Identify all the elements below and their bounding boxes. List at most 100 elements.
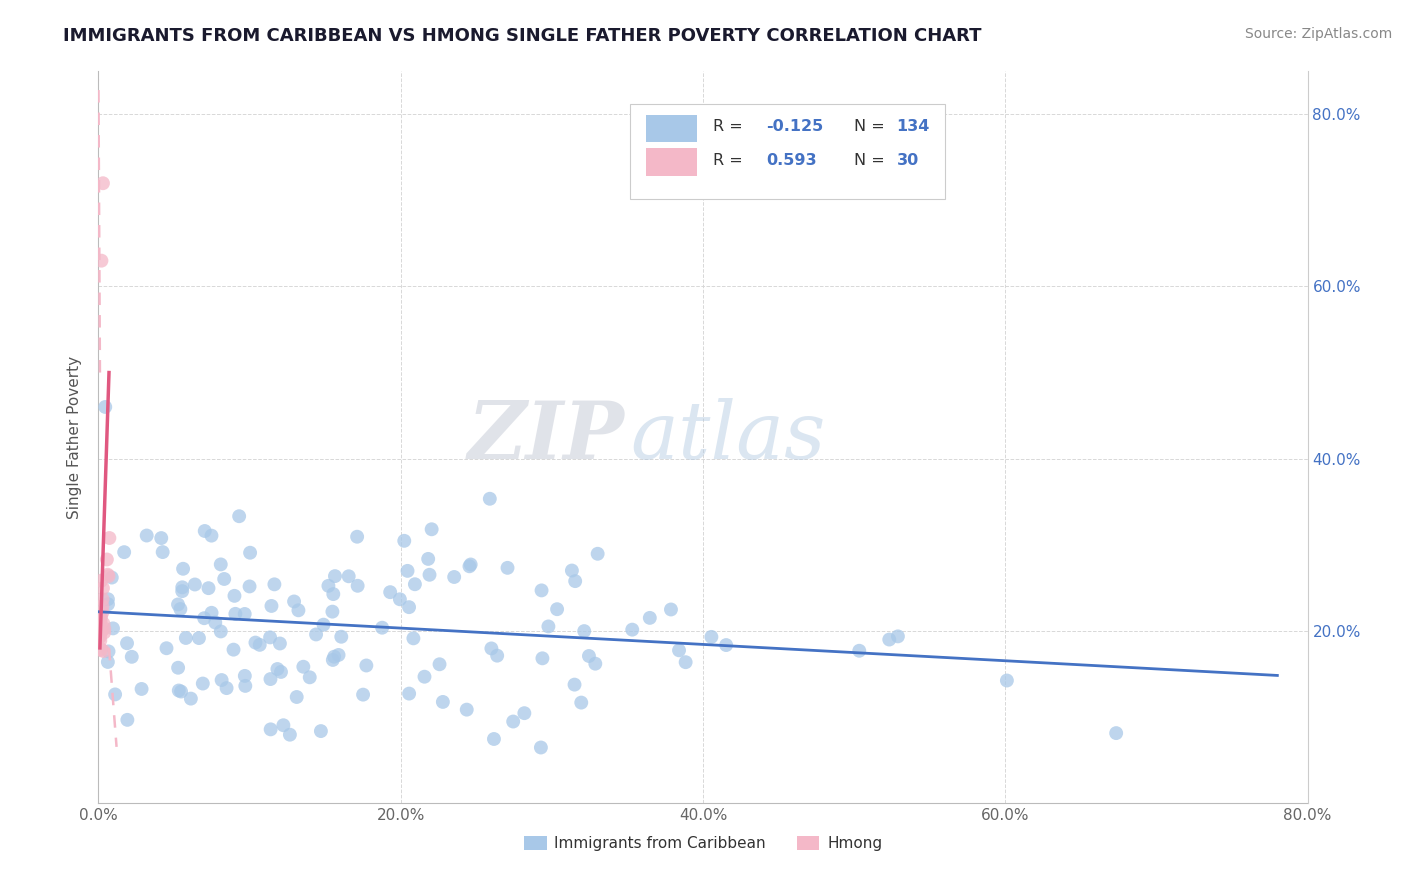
FancyBboxPatch shape [630, 104, 945, 200]
Point [89, 629, 111, 643]
Point [222, 642, 245, 657]
Point [273, 718, 295, 732]
Point [312, 617, 335, 632]
Point [90, 624, 112, 639]
Point [215, 681, 238, 695]
Point [309, 724, 332, 739]
Point [887, 629, 910, 643]
Point [337, 569, 360, 583]
Point [90, 624, 112, 639]
Point [155, 641, 177, 656]
Point [537, 619, 560, 633]
Point [714, 638, 737, 652]
Point [96, 552, 118, 566]
Point [167, 598, 190, 612]
Point [170, 684, 193, 698]
Point [583, 657, 606, 671]
Point [269, 636, 291, 650]
FancyBboxPatch shape [647, 148, 697, 176]
Point [346, 579, 368, 593]
Point [90, 642, 112, 657]
Point [89, 609, 111, 624]
Point [174, 631, 197, 645]
Point [204, 615, 226, 630]
Text: atlas: atlas [630, 399, 825, 475]
Point [413, 670, 436, 684]
Point [478, 491, 501, 506]
Point [432, 695, 454, 709]
Point [89, 633, 111, 648]
Point [91, 605, 114, 619]
Point [259, 672, 281, 686]
Point [278, 728, 301, 742]
Point [89, 630, 111, 644]
Point [318, 579, 340, 593]
Point [352, 688, 374, 702]
Point [321, 605, 343, 619]
Point [172, 584, 194, 599]
Point [121, 649, 143, 664]
Point [404, 577, 426, 591]
Point [322, 653, 344, 667]
Point [200, 606, 222, 620]
Point [104, 687, 127, 701]
Point [167, 683, 190, 698]
Point [394, 533, 416, 548]
Point [531, 651, 554, 665]
Point [193, 611, 215, 625]
Point [97, 567, 120, 582]
Point [638, 611, 661, 625]
Point [995, 673, 1018, 688]
Point [285, 690, 308, 704]
Point [496, 561, 519, 575]
Text: 30: 30 [897, 153, 918, 168]
Point [89, 614, 111, 628]
Point [91, 581, 114, 595]
Point [115, 636, 138, 650]
Point [117, 713, 139, 727]
Point [90, 643, 112, 657]
Point [298, 670, 321, 684]
Point [323, 569, 346, 583]
Text: ZIP: ZIP [468, 399, 624, 475]
Legend: Immigrants from Caribbean, Hmong: Immigrants from Caribbean, Hmong [517, 830, 889, 857]
Point [546, 602, 568, 616]
Point [91, 592, 114, 607]
Point [479, 641, 502, 656]
Point [443, 570, 465, 584]
Point [233, 679, 256, 693]
Point [90, 574, 112, 588]
Point [209, 624, 232, 639]
Point [90, 610, 112, 624]
Text: R =: R = [713, 119, 742, 134]
Point [194, 524, 217, 538]
Point [848, 644, 870, 658]
Point [260, 599, 283, 613]
Point [1105, 726, 1128, 740]
Point [420, 522, 443, 536]
FancyBboxPatch shape [647, 114, 697, 143]
Point [211, 673, 233, 687]
Point [188, 631, 211, 645]
Point [93, 622, 115, 636]
Point [89, 623, 111, 637]
Point [169, 602, 191, 616]
Point [578, 648, 600, 663]
Point [93, 616, 115, 631]
Point [418, 567, 440, 582]
Point [396, 564, 419, 578]
Point [245, 635, 267, 649]
Point [398, 600, 420, 615]
Text: N =: N = [855, 153, 884, 168]
Point [675, 655, 697, 669]
Point [458, 559, 481, 574]
Point [209, 558, 232, 572]
Point [418, 552, 440, 566]
Point [172, 562, 194, 576]
Point [131, 681, 153, 696]
Point [90, 615, 112, 629]
Point [700, 630, 723, 644]
Point [270, 665, 292, 679]
Point [266, 662, 288, 676]
Point [135, 528, 157, 542]
